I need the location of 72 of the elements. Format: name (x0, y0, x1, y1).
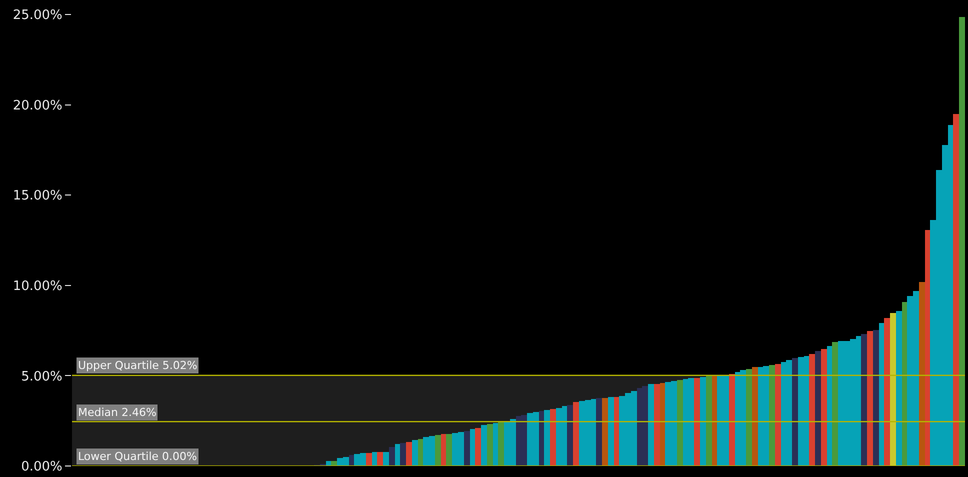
bar (596, 398, 602, 466)
y-tick-label: 0.00% (21, 460, 62, 475)
bar (383, 452, 389, 466)
bar (648, 384, 654, 466)
bar (602, 398, 608, 466)
bar (775, 364, 781, 466)
bar (493, 423, 498, 466)
bar (400, 443, 406, 466)
bar (412, 440, 418, 466)
bar (792, 358, 798, 466)
bar (326, 461, 331, 466)
bar (821, 349, 827, 466)
bar (879, 323, 884, 466)
bar (752, 367, 758, 466)
bar (418, 439, 423, 466)
bar (470, 429, 475, 466)
bar (608, 397, 614, 466)
bar (660, 383, 665, 466)
bar (925, 230, 930, 466)
bar (487, 424, 493, 466)
bar (614, 397, 619, 466)
bar (712, 376, 717, 466)
bar (861, 334, 867, 466)
bar (481, 425, 487, 466)
bar (815, 351, 821, 466)
bar (867, 331, 873, 466)
bar (550, 409, 556, 466)
bar (706, 376, 712, 466)
ref-line-label: Median 2.46% (78, 406, 156, 419)
bar (377, 452, 383, 466)
bar (395, 444, 400, 466)
bar (959, 17, 965, 466)
bar (729, 374, 735, 466)
bar (349, 455, 354, 466)
bar (475, 428, 481, 466)
bar (902, 302, 907, 466)
bar (654, 384, 660, 466)
bar (372, 452, 377, 466)
bar (832, 342, 838, 466)
y-tick-label: 20.00% (12, 98, 62, 114)
y-tick-label: 25.00% (12, 8, 62, 24)
bar (827, 346, 832, 466)
bar (446, 434, 452, 466)
bar (953, 114, 959, 466)
ref-line-label: Upper Quartile 5.02% (78, 359, 198, 372)
bar (573, 402, 579, 466)
bar (498, 422, 504, 466)
ref-line-label: Lower Quartile 0.00% (78, 450, 197, 463)
bar (366, 453, 372, 466)
bar (884, 318, 890, 466)
bar (896, 311, 902, 466)
bar (406, 442, 412, 466)
y-tick-label: 15.00% (12, 188, 62, 204)
bar (769, 365, 775, 466)
bar (331, 461, 337, 466)
bar (746, 369, 752, 466)
y-tick-label: 10.00% (12, 279, 62, 294)
bar (677, 380, 683, 466)
bar (700, 377, 706, 466)
bar (441, 434, 446, 466)
bar (694, 378, 700, 466)
bar (544, 410, 550, 466)
bar (890, 313, 896, 466)
y-tick-label: 5.00% (21, 369, 62, 384)
bar (919, 282, 925, 466)
bar (389, 447, 395, 466)
bar (435, 435, 441, 466)
bar (539, 411, 544, 466)
bar (464, 431, 470, 466)
bar (567, 405, 573, 466)
bar (809, 354, 815, 466)
bar (873, 330, 879, 466)
